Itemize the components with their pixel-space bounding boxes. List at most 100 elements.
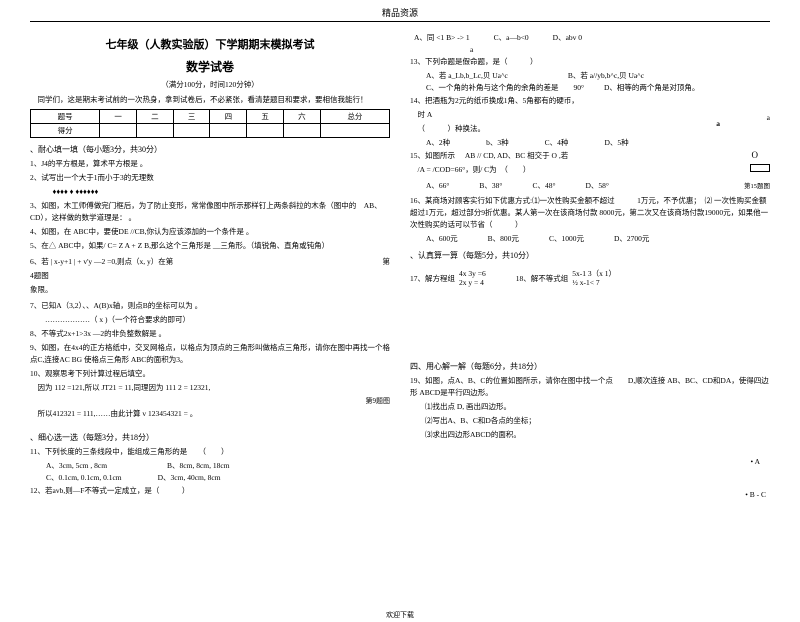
cell: [100, 124, 137, 138]
question-2b: ♦♦♦♦ ♦ ♦♦♦♦♦♦: [30, 186, 390, 198]
opt-a: A、同 <1 B> -> 1: [414, 32, 470, 43]
opt-d: D、2700元: [614, 233, 649, 244]
cell: 四: [210, 110, 247, 124]
opt-b: B、800元: [488, 233, 519, 244]
cell: [136, 124, 173, 138]
cell: 题号: [31, 110, 100, 124]
cell: [247, 124, 284, 138]
question-7: 7、已知A（3,2）、、A(B)x轴，则点B的坐标可以为 。: [30, 300, 390, 312]
question-14: 14、把酒瓶为2元的纸币换成1角、5角都有的硬币，: [410, 95, 770, 107]
eq1: 4x 3y =6: [459, 269, 486, 278]
question-4: 4、如图，在 ABC中，要使DE //CB,你认为应该添加的一个条件是 。: [30, 226, 390, 238]
opt-d: D、相等的两个角是对顶角。: [604, 82, 699, 93]
q15b-text: AB // CD, AD、BC 相交于 O ,若: [465, 151, 568, 160]
circle-o: O: [752, 150, 759, 160]
opt-d: D、5种: [604, 137, 628, 148]
question-19d: ⑶求出四边形ABCD的面积。: [410, 429, 770, 441]
question-12: 12、若avb,则—F不等式一定成立，是（ ）: [30, 485, 390, 497]
document-content: 七年级（人教实验版）下学期期末模拟考试 数学试卷 （满分100分，时间120分钟…: [0, 22, 800, 503]
question-2: 2、试写出一个大于1而小于3的无理数: [30, 172, 390, 184]
question-9: 9、如图，在4x4的正方格纸中，交叉网格点，以格点为顶点的三角形叫做格点三角形，…: [30, 342, 390, 366]
question-10b: 所以412321 = 111,……由此计算 v 123454321 = 。: [30, 408, 390, 420]
right-column: A、同 <1 B> -> 1 C、a—b<0 D、abv 0 a 13、下列命题…: [410, 30, 770, 503]
cell: 五: [247, 110, 284, 124]
point-a: • A: [410, 457, 760, 466]
cell: [320, 124, 389, 138]
opt-d: D、abv 0: [553, 32, 582, 43]
question-3: 3、如图，木工师傅做完门框后，为了防止变形，常常像图中所示那样钉上两条斜拉的木条…: [30, 200, 390, 224]
q16-options: A、600元 B、800元 C、1000元 D、2700元: [426, 233, 770, 244]
fig-9-label: 第9题图: [30, 396, 390, 406]
page-header: 精品资源: [30, 0, 770, 22]
opt-d: D、3cm, 40cm, 8cm: [158, 472, 221, 483]
cell: 总分: [320, 110, 389, 124]
question-10: 10、观察思考下列计算过程后填空。: [30, 368, 390, 380]
question-15c: /A = /COD=66°，则/ C为 （ ）: [410, 164, 770, 176]
opt-c: C、0.1cm, 0.1cm, 0.1cm: [46, 472, 122, 483]
q15-options: A、66° B、38° C、48° D、58°: [426, 180, 744, 191]
rect-icon: [750, 164, 770, 172]
exam-title-2: 数学试卷: [30, 58, 390, 75]
cell: [283, 124, 320, 138]
point-bc: • B - C: [410, 490, 766, 499]
cell: 一: [100, 110, 137, 124]
question-11: 11、下列长度的三条线段中，能组成三角形的是 （ ）: [30, 446, 390, 458]
q18-equations: 5x-1 3（x 1） ½ x-1< 7: [572, 269, 616, 287]
q15-text: 15、如图所示: [410, 151, 455, 160]
opt-a: A、2种: [426, 137, 450, 148]
page-footer: 欢迎下载: [0, 610, 800, 620]
section-1-header: 、耐心填一填（每小题3分，共30分）: [30, 144, 390, 155]
question-6: 6、若 | x-y+1 | + v'y —2 =0,则点（x, y）在第: [30, 256, 383, 268]
cell: 六: [283, 110, 320, 124]
opt-a: A、600元: [426, 233, 458, 244]
opt-a: A、66°: [426, 180, 449, 191]
question-7b: ………………（ x )（一个符合要求的即可）: [30, 314, 390, 326]
question-6c: 象限。: [30, 284, 383, 296]
eq1: 5x-1 3（x 1）: [572, 269, 616, 278]
question-8: 8、不等式2x+1>3x —2的非负整数解是 。: [30, 328, 390, 340]
question-10a: 因为 112 =121,所以 JT21 = 11,同理因为 111 2 = 12…: [30, 382, 390, 394]
opt-c: C、1000元: [549, 233, 584, 244]
mark-a: a: [767, 113, 770, 122]
opt-c: C、4种: [545, 137, 569, 148]
opt-d: D、58°: [585, 180, 608, 191]
table-row: 题号 一 二 三 四 五 六 总分: [31, 110, 390, 124]
opt-c: C、一个角的补角与这个角的余角的差是 90°: [426, 82, 584, 93]
question-18: 18、解不等式组 5x-1 3（x 1） ½ x-1< 7: [516, 269, 616, 287]
cell: 三: [173, 110, 210, 124]
question-5: 5、在△ ABC中，如果/ C= Z A + Z B,那么这个三角形是 __三角…: [30, 240, 390, 252]
left-column: 七年级（人教实验版）下学期期末模拟考试 数学试卷 （满分100分，时间120分钟…: [30, 30, 390, 503]
eq2: ½ x-1< 7: [572, 278, 616, 287]
fig-label-4: 第: [383, 254, 391, 267]
cell: [210, 124, 247, 138]
exam-subtitle: （满分100分，时间120分钟）: [30, 79, 390, 90]
question-16: 16、某商场对顾客实行如下优惠方式:⑴一次性购买金额不超过 1万元，不予优惠； …: [410, 195, 770, 231]
q17-equations: 4x 3y =6 2x y = 4: [459, 269, 486, 287]
question-19c: ⑵写出A、B、C和D各点的坐标；: [410, 415, 770, 427]
opt-c: C、48°: [532, 180, 555, 191]
q18-label: 18、解不等式组: [516, 273, 569, 284]
cell: 得分: [31, 124, 100, 138]
q17-label: 17、解方程组: [410, 273, 455, 284]
opt-a: A、3cm, 5cm , 8cm: [46, 460, 107, 471]
q11-options: A、3cm, 5cm , 8cm B、8cm, 8cm, 18cm C、0.1c…: [46, 460, 390, 483]
exam-title-1: 七年级（人教实验版）下学期期末模拟考试: [30, 36, 390, 52]
section-4-header: 四、用心解一解（每题6分，共18分）: [410, 361, 770, 372]
cell: [173, 124, 210, 138]
q12-a-sub: a: [470, 45, 770, 54]
q12-options: A、同 <1 B> -> 1 C、a—b<0 D、abv 0: [414, 32, 770, 43]
question-19b: ⑴找出点 D, 画出四边形。: [410, 401, 770, 413]
opt-b: B、若 a//yb,b^c,贝 Ua^c: [568, 70, 644, 81]
score-table: 题号 一 二 三 四 五 六 总分 得分: [30, 109, 390, 138]
intro-paragraph: 同学们，这是期末考试前的一次热身，拿到试卷后，不必紧张，看清楚题目和要求，要相信…: [30, 94, 390, 105]
mark-a2: a: [716, 119, 720, 128]
opt-a: A、若 a_Lb,b_Lc,贝 Ua^c: [426, 70, 508, 81]
question-1: 1、J4的平方根是，算术平方根是 。: [30, 158, 390, 170]
question-15: 15、如图所示 AB // CD, AD、BC 相交于 O ,若: [410, 150, 770, 162]
opt-b: B、38°: [479, 180, 502, 191]
table-row: 得分: [31, 124, 390, 138]
opt-c: C、a—b<0: [494, 32, 529, 43]
question-6b: 4题图: [30, 270, 383, 282]
q14-options: A、2种 b、3种 C、4种 D、5种: [426, 137, 770, 148]
q13-options: A、若 a_Lb,b_Lc,贝 Ua^c B、若 a//yb,b^c,贝 Ua^…: [426, 70, 770, 93]
